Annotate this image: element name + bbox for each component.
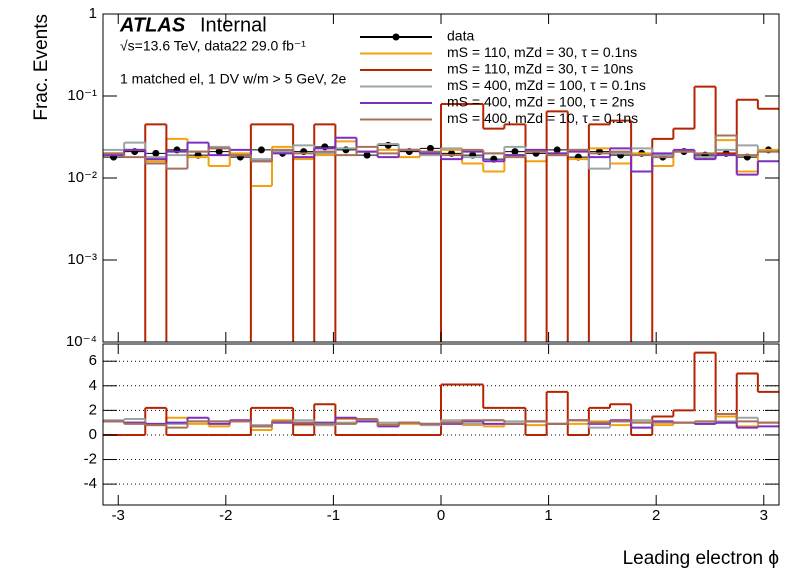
y-tick-label: 4: [89, 377, 97, 394]
y-tick-label: 10⁻³: [67, 251, 97, 268]
legend-label: mS = 400, mZd = 100, τ = 0.1ns: [447, 77, 646, 93]
energy-lumi: √s=13.6 TeV, data22 29.0 fb⁻¹: [120, 38, 306, 54]
y-tick-label: -4: [84, 475, 97, 492]
x-tick-label: 1: [544, 507, 552, 524]
x-axis-label: Leading electron ϕ: [623, 548, 779, 569]
x-tick-label: 0: [437, 507, 445, 524]
legend-label: mS = 110, mZd = 30, τ = 10ns: [447, 61, 633, 77]
y-axis-label: Frac. Events: [31, 14, 52, 121]
ratio-panel: [103, 351, 779, 485]
data-point: [426, 144, 434, 152]
y-tick-label: 0: [89, 426, 97, 443]
y-tick-label: 10⁻¹: [67, 87, 97, 104]
x-tick-label: 2: [652, 507, 660, 524]
data-point: [215, 148, 223, 156]
x-tick-label: 3: [760, 507, 768, 524]
legend-label: mS = 110, mZd = 30, τ = 0.1ns: [447, 44, 637, 60]
data-point: [363, 151, 371, 159]
legend-label: data: [447, 28, 474, 44]
main-panel: [103, 85, 779, 342]
legend-marker: [392, 33, 400, 41]
y-tick-label: 1: [89, 5, 97, 22]
y-tick-label: -2: [84, 450, 97, 467]
legend-label: mS = 400, mZd = 100, τ = 2ns: [447, 94, 634, 110]
y-tick-label: 10⁻²: [67, 169, 97, 186]
selection: 1 matched el, 1 DV w/m > 5 GeV, 2e: [120, 71, 347, 87]
data-point: [553, 146, 561, 154]
legend-label: mS = 400, mZd = 10, τ = 0.1ns: [447, 110, 638, 126]
data-point: [257, 146, 265, 154]
experiment: ATLAS: [119, 14, 186, 36]
data-point: [152, 149, 160, 157]
y-tick-label: 10⁻⁴: [66, 333, 97, 350]
x-tick-label: -2: [219, 507, 232, 524]
x-tick-label: -1: [327, 507, 340, 524]
x-tick-label: -3: [112, 507, 125, 524]
status: Internal: [200, 14, 267, 36]
data-point: [511, 148, 519, 156]
y-tick-label: 6: [89, 352, 97, 369]
y-tick-label: 2: [89, 401, 97, 418]
data-point: [384, 141, 392, 149]
